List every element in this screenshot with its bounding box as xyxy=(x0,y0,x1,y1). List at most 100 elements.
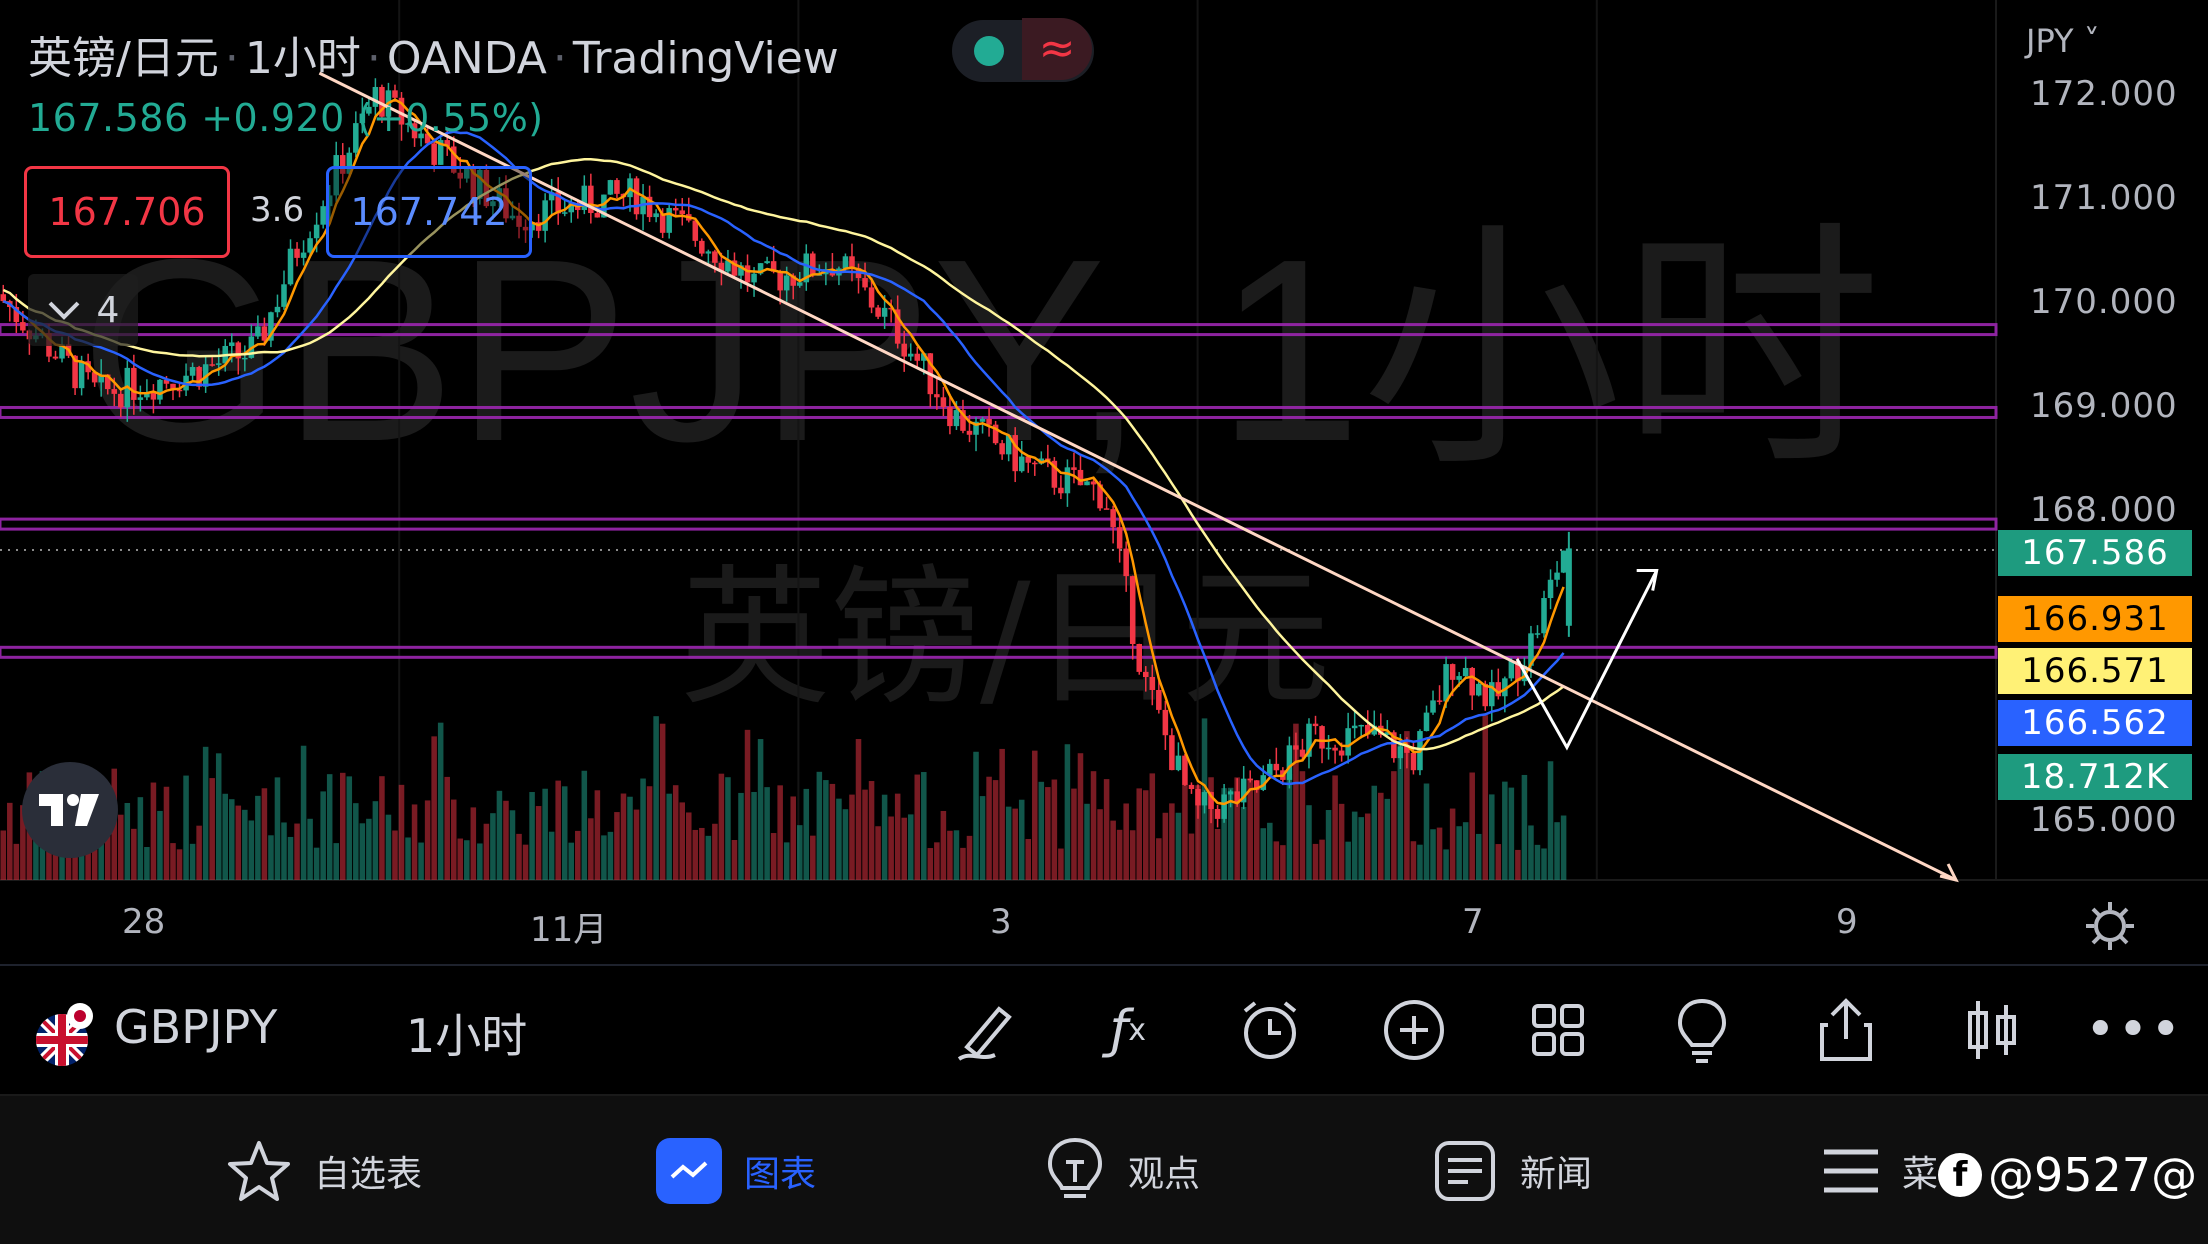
candle-body xyxy=(581,185,588,211)
candle-body xyxy=(842,256,849,269)
candle-body xyxy=(339,155,346,174)
volume-bar xyxy=(535,806,542,880)
candle-body xyxy=(372,86,379,107)
volume-bar xyxy=(894,793,901,880)
more-icon[interactable]: ••• xyxy=(2085,1000,2184,1060)
indicators-collapse-button[interactable]: 4 xyxy=(28,274,138,346)
candle-body xyxy=(1267,763,1273,776)
sell-button[interactable]: 167.706 xyxy=(24,166,230,258)
candle-body xyxy=(1397,746,1404,759)
credit-text: @9527@ xyxy=(1988,1148,2198,1202)
chart-settings-icon[interactable] xyxy=(2080,896,2140,956)
candle-body xyxy=(953,410,960,427)
volume-bar xyxy=(1456,826,1462,880)
volume-bar xyxy=(627,796,633,880)
toolbar-symbol[interactable]: GBPJPY xyxy=(114,1000,278,1054)
candle-body xyxy=(783,275,790,291)
volume-bar xyxy=(46,837,52,880)
candle-body xyxy=(1358,724,1364,727)
candle-body xyxy=(307,238,313,253)
volume-bar xyxy=(529,792,535,880)
volume-bar xyxy=(1299,771,1306,880)
chart-header-title[interactable]: 英镑/日元 · 1小时 · OANDA · TradingView xyxy=(28,33,839,84)
candle-body xyxy=(1384,732,1391,735)
candle-body xyxy=(437,140,444,165)
volume-bar xyxy=(339,772,346,880)
volume-bar xyxy=(150,782,157,880)
volume-bar xyxy=(1143,790,1149,880)
share-icon[interactable] xyxy=(1806,990,1886,1070)
price-chart[interactable]: GBPJPY, 1小时 英镑/日元 xyxy=(0,0,2208,890)
volume-bar xyxy=(1495,844,1502,880)
volume-bar xyxy=(189,843,196,880)
candle-body xyxy=(215,363,222,365)
volume-bar xyxy=(411,804,418,880)
volume-bar xyxy=(868,781,875,880)
candle-body xyxy=(960,410,966,431)
volume-bar xyxy=(170,843,176,880)
idea-icon xyxy=(1047,1137,1103,1198)
volume-bar xyxy=(842,809,849,880)
volume-bar xyxy=(1097,809,1103,880)
volume-bar xyxy=(581,770,588,880)
candle-body xyxy=(1423,712,1430,732)
currency-selector[interactable]: JPY ˅ xyxy=(2026,22,2100,60)
volume-bar xyxy=(163,786,170,880)
candle-body xyxy=(1410,752,1417,771)
candle-body xyxy=(424,133,431,144)
candle-body xyxy=(20,322,26,331)
candle-body xyxy=(300,252,307,258)
time-axis-label: 7 xyxy=(1462,902,1484,942)
candle-body xyxy=(1325,747,1332,750)
candle-body xyxy=(1214,808,1221,819)
candle-body xyxy=(1240,778,1247,803)
volume-bar xyxy=(287,836,294,880)
volume-bar xyxy=(783,842,790,880)
buy-button[interactable]: 167.742 xyxy=(326,166,532,258)
nav-ideas[interactable]: 观点 xyxy=(1044,1136,1200,1206)
volume-bar xyxy=(1221,788,1227,880)
candle-body xyxy=(770,261,777,272)
add-icon[interactable] xyxy=(1374,990,1454,1070)
volume-bar xyxy=(1116,829,1123,880)
volume-bar xyxy=(679,802,686,880)
volume-bar xyxy=(921,772,927,880)
volume-bar xyxy=(509,810,516,880)
nav-menu[interactable]: 菜 xyxy=(1822,1136,1938,1206)
nav-chart[interactable]: 图表 xyxy=(656,1136,816,1206)
nav-news[interactable]: 新闻 xyxy=(1432,1136,1592,1206)
volume-bar xyxy=(1253,783,1260,880)
layout-icon[interactable] xyxy=(1518,990,1598,1070)
volume-bar xyxy=(137,797,144,880)
candle-body xyxy=(104,374,111,390)
volume-bar xyxy=(104,821,111,880)
toolbar-interval[interactable]: 1小时 xyxy=(406,1009,528,1063)
tradingview-logo-icon[interactable] xyxy=(22,762,118,858)
candle-body xyxy=(1489,682,1495,707)
candle-body xyxy=(0,294,7,302)
candle-body xyxy=(59,344,65,359)
volume-bar xyxy=(718,773,725,880)
candle-body xyxy=(320,206,326,225)
candle-body xyxy=(1338,750,1345,756)
candle-body xyxy=(614,180,620,194)
volume-bar xyxy=(1273,841,1280,880)
nav-watchlist[interactable]: 自选表 xyxy=(226,1136,422,1206)
candle-body xyxy=(326,195,333,207)
volume-bar xyxy=(346,776,353,880)
price-axis-tick: 172.000 xyxy=(2030,74,2178,114)
chart-type-icon[interactable] xyxy=(1952,990,2032,1070)
alert-icon[interactable] xyxy=(1230,990,1310,1070)
volume-bar xyxy=(450,799,457,880)
ideas-icon[interactable] xyxy=(1662,990,1742,1070)
volume-bar xyxy=(927,848,934,880)
volume-bar xyxy=(575,830,581,880)
volume-bar xyxy=(131,828,137,880)
volume-bar xyxy=(1208,777,1214,880)
draw-icon[interactable] xyxy=(946,990,1026,1070)
volume-bar xyxy=(692,829,699,880)
volume-bar xyxy=(1045,787,1051,880)
volume-bar xyxy=(431,736,437,880)
volume-bar xyxy=(1423,783,1430,880)
